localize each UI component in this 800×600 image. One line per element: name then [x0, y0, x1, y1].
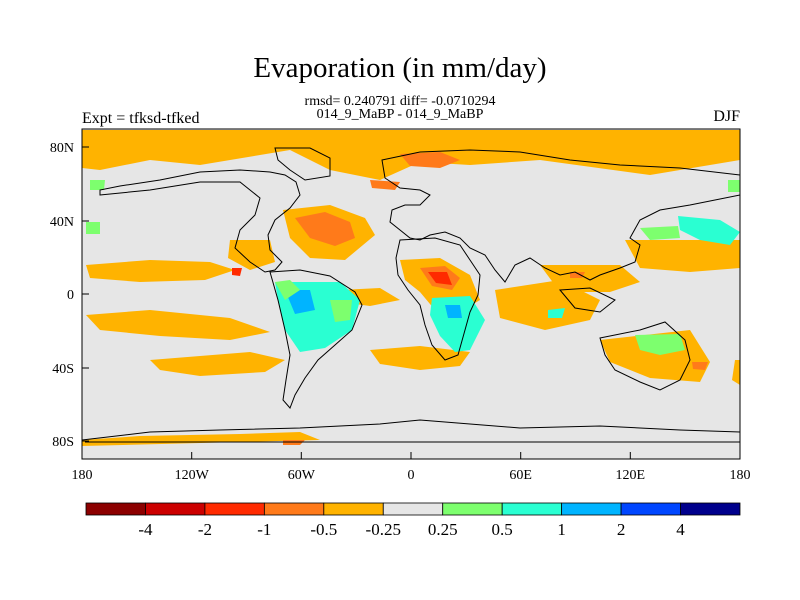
experiment-label: Expt = tfksd-tfked — [82, 110, 200, 127]
stats-line: rmsd= 0.240791 diff= -0.0710294 — [304, 94, 496, 109]
coastlines — [82, 147, 740, 443]
colorbar-swatch — [323, 502, 384, 516]
season-label: DJF — [713, 108, 740, 125]
colorbar-swatch — [145, 502, 206, 516]
colorbar-label: -0.25 — [366, 520, 401, 539]
lon-tick-label: 0 — [408, 468, 415, 483]
colorbar-label: 1 — [557, 520, 566, 539]
lon-ticks — [81, 452, 741, 459]
colorbar-label: -0.5 — [310, 520, 337, 539]
lon-tick-label: 180 — [72, 468, 93, 483]
colorbar-label: 0.25 — [428, 520, 458, 539]
colorbar-label: -1 — [257, 520, 271, 539]
colorbar-swatch — [85, 502, 146, 516]
colorbar-swatch — [204, 502, 265, 516]
positive-anomaly-areas — [86, 180, 740, 355]
colorbar-swatch — [263, 502, 325, 516]
lat-tick-label: 40S — [52, 362, 74, 377]
colorbar-label: 0.5 — [492, 520, 513, 539]
lat-tick-labels: 80N 40N 0 40S 80S — [50, 141, 74, 450]
lon-tick-label: 60E — [509, 468, 532, 483]
colorbar-swatch — [442, 502, 503, 516]
colorbar: -4 -2 -1 -0.5 -0.25 0.25 0.5 1 2 4 — [85, 502, 741, 539]
colorbar-label: 4 — [676, 520, 685, 539]
map-title: Evaporation (in mm/day) — [253, 52, 547, 84]
lon-tick-label: 180 — [730, 468, 751, 483]
lon-tick-label: 60W — [288, 468, 316, 483]
colorbar-label: -2 — [198, 520, 212, 539]
lon-tick-labels: 180 120W 60W 0 60E 120E 180 — [72, 468, 751, 483]
colorbar-swatch — [501, 502, 563, 516]
colorbar-swatch — [382, 502, 444, 516]
lat-tick-label: 80S — [52, 435, 74, 450]
lat-tick-label: 80N — [50, 141, 74, 156]
map-subtitle: 014_9_MaBP - 014_9_MaBP — [316, 107, 484, 122]
lon-tick-label: 120W — [175, 468, 210, 483]
strong-negative-areas — [232, 152, 708, 445]
lon-tick-label: 120E — [616, 468, 646, 483]
colorbar-swatch — [680, 502, 741, 516]
lat-tick-label: 0 — [67, 288, 74, 303]
colorbar-label: -4 — [138, 520, 153, 539]
colorbar-swatch — [561, 502, 622, 516]
colorbar-swatch — [620, 502, 681, 516]
lat-tick-label: 40N — [50, 215, 74, 230]
map-panel — [82, 129, 740, 459]
lat-ticks — [82, 146, 89, 442]
colorbar-label: 2 — [617, 520, 626, 539]
